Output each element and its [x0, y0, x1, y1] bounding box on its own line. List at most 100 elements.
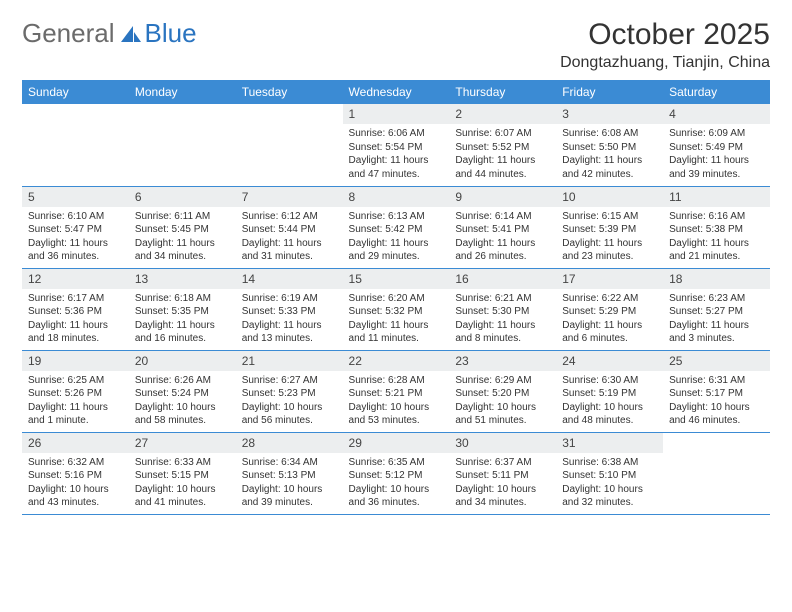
day-details: Sunrise: 6:26 AMSunset: 5:24 PMDaylight:…	[129, 371, 236, 432]
day-number: 19	[22, 351, 129, 371]
calendar-cell: 27Sunrise: 6:33 AMSunset: 5:15 PMDayligh…	[129, 432, 236, 514]
calendar-cell: 10Sunrise: 6:15 AMSunset: 5:39 PMDayligh…	[556, 186, 663, 268]
calendar-cell: 31Sunrise: 6:38 AMSunset: 5:10 PMDayligh…	[556, 432, 663, 514]
calendar-cell: 24Sunrise: 6:30 AMSunset: 5:19 PMDayligh…	[556, 350, 663, 432]
day-details: Sunrise: 6:25 AMSunset: 5:26 PMDaylight:…	[22, 371, 129, 432]
calendar-cell: 15Sunrise: 6:20 AMSunset: 5:32 PMDayligh…	[343, 268, 450, 350]
day-details: Sunrise: 6:23 AMSunset: 5:27 PMDaylight:…	[663, 289, 770, 350]
day-number: 12	[22, 269, 129, 289]
day-details: Sunrise: 6:33 AMSunset: 5:15 PMDaylight:…	[129, 453, 236, 514]
day-details: Sunrise: 6:32 AMSunset: 5:16 PMDaylight:…	[22, 453, 129, 514]
day-header: Wednesday	[343, 80, 450, 104]
day-details: Sunrise: 6:34 AMSunset: 5:13 PMDaylight:…	[236, 453, 343, 514]
day-number: 27	[129, 433, 236, 453]
calendar-cell: 29Sunrise: 6:35 AMSunset: 5:12 PMDayligh…	[343, 432, 450, 514]
header: General Blue October 2025 Dongtazhuang, …	[22, 18, 770, 72]
day-number: 15	[343, 269, 450, 289]
day-number: 31	[556, 433, 663, 453]
day-details: Sunrise: 6:28 AMSunset: 5:21 PMDaylight:…	[343, 371, 450, 432]
calendar-cell: 14Sunrise: 6:19 AMSunset: 5:33 PMDayligh…	[236, 268, 343, 350]
calendar-cell: 23Sunrise: 6:29 AMSunset: 5:20 PMDayligh…	[449, 350, 556, 432]
day-details: Sunrise: 6:17 AMSunset: 5:36 PMDaylight:…	[22, 289, 129, 350]
day-number: 20	[129, 351, 236, 371]
day-header: Sunday	[22, 80, 129, 104]
day-details: Sunrise: 6:14 AMSunset: 5:41 PMDaylight:…	[449, 207, 556, 268]
day-number: 17	[556, 269, 663, 289]
day-number: 3	[556, 104, 663, 124]
day-details: Sunrise: 6:21 AMSunset: 5:30 PMDaylight:…	[449, 289, 556, 350]
calendar-cell: 20Sunrise: 6:26 AMSunset: 5:24 PMDayligh…	[129, 350, 236, 432]
calendar-cell: 6Sunrise: 6:11 AMSunset: 5:45 PMDaylight…	[129, 186, 236, 268]
day-number: 29	[343, 433, 450, 453]
calendar-cell: 2Sunrise: 6:07 AMSunset: 5:52 PMDaylight…	[449, 104, 556, 186]
day-number: 14	[236, 269, 343, 289]
day-details: Sunrise: 6:37 AMSunset: 5:11 PMDaylight:…	[449, 453, 556, 514]
day-number: 30	[449, 433, 556, 453]
day-details: Sunrise: 6:08 AMSunset: 5:50 PMDaylight:…	[556, 124, 663, 185]
calendar-body: 1Sunrise: 6:06 AMSunset: 5:54 PMDaylight…	[22, 104, 770, 514]
day-number: 10	[556, 187, 663, 207]
day-number: 9	[449, 187, 556, 207]
calendar-cell: 12Sunrise: 6:17 AMSunset: 5:36 PMDayligh…	[22, 268, 129, 350]
calendar-cell: 11Sunrise: 6:16 AMSunset: 5:38 PMDayligh…	[663, 186, 770, 268]
day-number: 28	[236, 433, 343, 453]
day-details: Sunrise: 6:13 AMSunset: 5:42 PMDaylight:…	[343, 207, 450, 268]
day-number: 4	[663, 104, 770, 124]
calendar-row: 1Sunrise: 6:06 AMSunset: 5:54 PMDaylight…	[22, 104, 770, 186]
day-details: Sunrise: 6:12 AMSunset: 5:44 PMDaylight:…	[236, 207, 343, 268]
calendar-row: 26Sunrise: 6:32 AMSunset: 5:16 PMDayligh…	[22, 432, 770, 514]
calendar-cell	[129, 104, 236, 186]
day-details: Sunrise: 6:20 AMSunset: 5:32 PMDaylight:…	[343, 289, 450, 350]
calendar-cell: 28Sunrise: 6:34 AMSunset: 5:13 PMDayligh…	[236, 432, 343, 514]
calendar-cell: 22Sunrise: 6:28 AMSunset: 5:21 PMDayligh…	[343, 350, 450, 432]
location: Dongtazhuang, Tianjin, China	[560, 54, 770, 72]
calendar-cell: 19Sunrise: 6:25 AMSunset: 5:26 PMDayligh…	[22, 350, 129, 432]
calendar-row: 12Sunrise: 6:17 AMSunset: 5:36 PMDayligh…	[22, 268, 770, 350]
day-header: Tuesday	[236, 80, 343, 104]
day-number: 26	[22, 433, 129, 453]
day-header: Thursday	[449, 80, 556, 104]
day-number: 22	[343, 351, 450, 371]
day-details: Sunrise: 6:31 AMSunset: 5:17 PMDaylight:…	[663, 371, 770, 432]
day-details: Sunrise: 6:18 AMSunset: 5:35 PMDaylight:…	[129, 289, 236, 350]
day-number: 6	[129, 187, 236, 207]
logo: General Blue	[22, 18, 197, 49]
day-number: 2	[449, 104, 556, 124]
calendar-cell: 9Sunrise: 6:14 AMSunset: 5:41 PMDaylight…	[449, 186, 556, 268]
day-details: Sunrise: 6:06 AMSunset: 5:54 PMDaylight:…	[343, 124, 450, 185]
calendar-cell: 3Sunrise: 6:08 AMSunset: 5:50 PMDaylight…	[556, 104, 663, 186]
calendar-cell: 13Sunrise: 6:18 AMSunset: 5:35 PMDayligh…	[129, 268, 236, 350]
calendar-cell: 1Sunrise: 6:06 AMSunset: 5:54 PMDaylight…	[343, 104, 450, 186]
calendar-cell: 18Sunrise: 6:23 AMSunset: 5:27 PMDayligh…	[663, 268, 770, 350]
day-number: 16	[449, 269, 556, 289]
calendar-row: 5Sunrise: 6:10 AMSunset: 5:47 PMDaylight…	[22, 186, 770, 268]
day-details: Sunrise: 6:19 AMSunset: 5:33 PMDaylight:…	[236, 289, 343, 350]
day-header: Monday	[129, 80, 236, 104]
calendar-cell	[236, 104, 343, 186]
logo-sail-icon	[119, 24, 143, 44]
calendar-cell: 5Sunrise: 6:10 AMSunset: 5:47 PMDaylight…	[22, 186, 129, 268]
day-details: Sunrise: 6:15 AMSunset: 5:39 PMDaylight:…	[556, 207, 663, 268]
calendar-cell: 26Sunrise: 6:32 AMSunset: 5:16 PMDayligh…	[22, 432, 129, 514]
calendar-cell	[22, 104, 129, 186]
calendar-cell: 25Sunrise: 6:31 AMSunset: 5:17 PMDayligh…	[663, 350, 770, 432]
day-number: 13	[129, 269, 236, 289]
calendar-cell: 8Sunrise: 6:13 AMSunset: 5:42 PMDaylight…	[343, 186, 450, 268]
calendar-cell	[663, 432, 770, 514]
day-number: 7	[236, 187, 343, 207]
day-number: 11	[663, 187, 770, 207]
day-details: Sunrise: 6:29 AMSunset: 5:20 PMDaylight:…	[449, 371, 556, 432]
calendar-table: SundayMondayTuesdayWednesdayThursdayFrid…	[22, 80, 770, 515]
logo-text-blue: Blue	[145, 18, 197, 49]
logo-text-general: General	[22, 18, 115, 49]
day-details: Sunrise: 6:38 AMSunset: 5:10 PMDaylight:…	[556, 453, 663, 514]
calendar-cell: 7Sunrise: 6:12 AMSunset: 5:44 PMDaylight…	[236, 186, 343, 268]
day-number: 24	[556, 351, 663, 371]
calendar-cell: 30Sunrise: 6:37 AMSunset: 5:11 PMDayligh…	[449, 432, 556, 514]
day-number: 25	[663, 351, 770, 371]
day-number: 8	[343, 187, 450, 207]
calendar-cell: 4Sunrise: 6:09 AMSunset: 5:49 PMDaylight…	[663, 104, 770, 186]
day-number: 5	[22, 187, 129, 207]
day-header: Saturday	[663, 80, 770, 104]
day-details: Sunrise: 6:27 AMSunset: 5:23 PMDaylight:…	[236, 371, 343, 432]
